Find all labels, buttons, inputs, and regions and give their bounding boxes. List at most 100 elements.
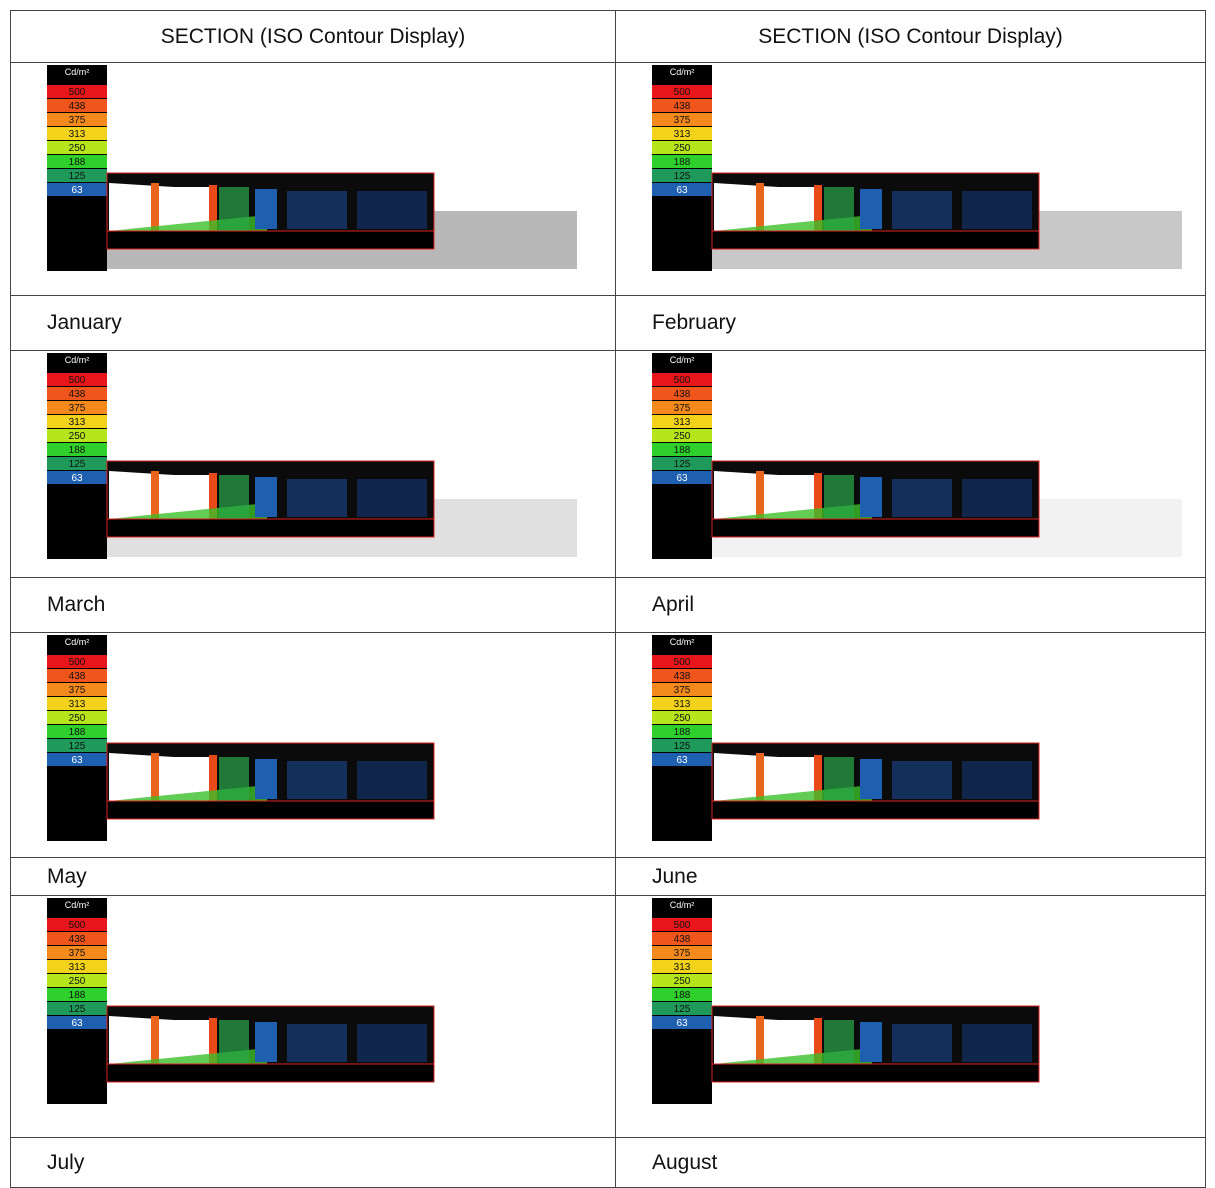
blue-wall [287,479,347,517]
header-cell: SECTION (ISO Contour Display) [10,10,616,63]
blue-wall [892,761,952,799]
legend-level: 188 [69,727,86,738]
legend-level: 125 [674,741,691,752]
legend-level: 250 [674,713,691,724]
floor-slab [106,800,435,820]
legend-level: 313 [674,129,691,140]
blue-wall [287,761,347,799]
lit-column [209,185,217,233]
legend-level: 313 [69,699,86,710]
blue-wall [962,191,1032,229]
lit-wall [824,475,854,519]
legend-level: 125 [69,741,86,752]
legend-level: 313 [69,962,86,973]
legend-level: 438 [674,934,691,945]
blue-wall [962,1024,1032,1062]
blue-wall [860,1022,882,1062]
legend-label-bg [65,457,89,470]
legend-label-bg [65,988,89,1001]
legend-label-bg [670,415,694,428]
image-row: Cd/m² 500 438 375 313 250 188 125 63 Cd/m² 500 438 3… [10,62,1206,296]
lit-wall [219,1020,249,1064]
legend-level: 125 [674,171,691,182]
floor-slab [106,518,435,538]
legend-unit: Cd/m² [65,637,90,647]
legend-unit: Cd/m² [670,900,695,910]
label-row: May June [10,857,1206,896]
lit-column [151,753,159,803]
month-label: June [615,857,1206,896]
legend-label-bg [65,655,89,668]
image-cell: Cd/m² 500 438 375 313 250 188 125 63 [10,632,616,858]
legend-label-bg [670,988,694,1001]
legend-label-bg [670,697,694,710]
floor-slab [711,518,1040,538]
blue-wall [892,479,952,517]
lit-column [756,183,764,233]
legend-level: 63 [71,473,83,484]
legend-level: 250 [674,143,691,154]
month-label: March [10,577,616,633]
lit-column [756,1016,764,1066]
legend-level: 63 [676,755,688,766]
legend-level: 63 [676,1018,688,1029]
floor-slab [106,1063,435,1083]
legend-level: 500 [69,375,86,386]
legend-level: 63 [71,185,83,196]
lit-column [209,755,217,803]
legend-level: 438 [69,934,86,945]
blue-wall [357,191,427,229]
legend-label-bg [670,946,694,959]
legend-label-bg [670,711,694,724]
legend-label-bg [670,169,694,182]
legend-level: 63 [676,473,688,484]
lit-column [814,473,822,521]
legend-unit: Cd/m² [670,67,695,77]
contour-image: Cd/m² 500 438 375 313 250 188 125 63 [652,898,1040,1104]
legend-level: 313 [69,129,86,140]
blue-wall [860,189,882,229]
legend-label-bg [670,974,694,987]
legend-label-bg [65,697,89,710]
lit-wall [219,187,249,231]
legend-level: 250 [674,431,691,442]
legend-level: 125 [674,1004,691,1015]
legend-level: 188 [674,990,691,1001]
legend-label-bg [65,85,89,98]
legend-level: 250 [674,976,691,987]
legend-label-bg [670,918,694,931]
legend-label-bg [670,373,694,386]
legend-label-bg [65,169,89,182]
legend-level: 375 [674,685,691,696]
contour-image: Cd/m² 500 438 375 313 250 188 125 63 [652,635,1040,841]
legend-label-bg [670,739,694,752]
legend-label-bg [65,669,89,682]
legend-label-bg [670,85,694,98]
contour-image: Cd/m² 500 438 375 313 250 188 125 63 [47,635,435,841]
month-label: February [615,295,1206,351]
legend-label-bg [670,753,694,766]
image-cell: Cd/m² 500 438 375 313 250 188 125 63 [615,62,1206,296]
legend-level: 375 [69,115,86,126]
legend-label-bg [670,155,694,168]
legend-level: 375 [674,403,691,414]
lit-column [756,471,764,521]
legend-label-bg [65,739,89,752]
legend-label-bg [65,683,89,696]
month-label: July [10,1137,616,1188]
legend-label-bg [65,141,89,154]
blue-wall [287,191,347,229]
legend-label-bg [65,429,89,442]
legend-label-bg [670,429,694,442]
lit-column [151,183,159,233]
blue-wall [255,759,277,799]
legend-level: 500 [69,87,86,98]
image-cell: Cd/m² 500 438 375 313 250 188 125 63 [10,895,616,1138]
legend-level: 250 [69,431,86,442]
legend-label-bg [670,669,694,682]
legend-level: 188 [674,727,691,738]
blue-wall [892,191,952,229]
label-row: July August [10,1137,1206,1188]
legend-level: 438 [674,671,691,682]
